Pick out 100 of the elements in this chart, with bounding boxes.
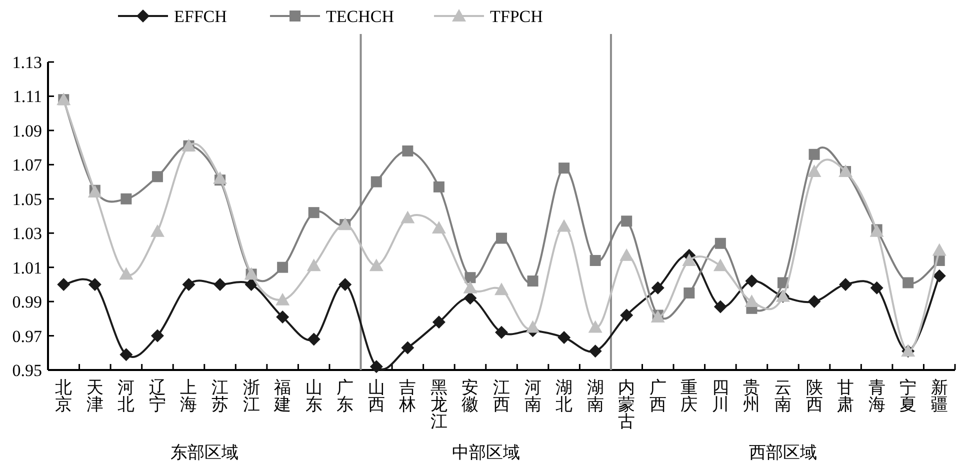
point <box>57 278 70 291</box>
x-tick-label: 甘肃 <box>837 378 854 414</box>
point <box>902 277 914 288</box>
x-tick-label: 宁夏 <box>900 378 917 414</box>
point <box>839 278 852 291</box>
point <box>932 243 946 256</box>
x-tick-label: 云南 <box>774 378 792 414</box>
x-tick-label: 山西 <box>368 378 385 414</box>
point <box>496 232 507 244</box>
point <box>684 288 695 298</box>
x-tick-label: 新疆 <box>930 378 948 414</box>
point <box>714 300 727 314</box>
point <box>682 253 696 266</box>
x-tick-label: 北京 <box>55 378 72 414</box>
point <box>150 224 164 237</box>
y-tick-label: 1.05 <box>12 190 42 209</box>
point <box>557 219 572 232</box>
point <box>277 262 288 273</box>
x-tick-label: 浙江 <box>242 378 260 414</box>
x-tick-label: 吉林 <box>398 378 416 414</box>
point <box>276 310 290 324</box>
point <box>558 330 571 344</box>
point <box>870 281 884 294</box>
point <box>244 278 258 291</box>
point <box>432 220 446 234</box>
x-tick-label: 江西 <box>493 378 510 414</box>
x-tick-label: 福建 <box>273 378 292 414</box>
point <box>402 145 414 156</box>
point <box>620 248 634 261</box>
point <box>150 329 164 342</box>
x-tick-label: 广西 <box>649 378 666 414</box>
x-tick-label: 安徽 <box>462 378 479 414</box>
x-tick-label: 黑龙江 <box>430 378 448 431</box>
point <box>464 272 476 284</box>
x-tick-label: 贵州 <box>743 378 760 414</box>
y-tick-label: 1.09 <box>12 121 42 140</box>
x-tick-label: 内蒙古 <box>618 378 636 431</box>
x-tick-label: 青海 <box>868 378 886 414</box>
text: 西部区域 <box>748 443 817 462</box>
point <box>463 280 478 294</box>
x-tick-label: 湖北 <box>556 378 573 414</box>
point <box>807 164 822 178</box>
point <box>526 320 540 333</box>
point <box>588 344 602 358</box>
point <box>744 294 759 308</box>
point <box>88 278 102 291</box>
x-tick-label: 天津 <box>86 378 104 414</box>
y-tick-label: 0.97 <box>12 326 42 346</box>
y-tick-label: 0.95 <box>12 361 42 380</box>
point <box>713 258 728 272</box>
x-tick-label: 河北 <box>118 378 135 414</box>
point <box>307 332 320 346</box>
text: 中部区域 <box>452 443 520 462</box>
point <box>276 292 290 306</box>
point <box>369 258 384 272</box>
x-tick-label: 四川 <box>712 378 729 414</box>
point <box>120 348 133 362</box>
point <box>433 181 444 192</box>
legend-label: TFPCH <box>490 7 543 26</box>
x-tick-label: 重庆 <box>680 378 698 414</box>
point <box>494 282 508 296</box>
point <box>213 171 228 184</box>
point <box>590 254 601 266</box>
point <box>464 292 477 305</box>
x-tick-label: 湖南 <box>586 378 604 414</box>
point <box>401 341 414 354</box>
point <box>808 295 821 308</box>
point <box>932 269 946 282</box>
point <box>119 267 134 280</box>
y-tick-label: 1.13 <box>12 53 42 72</box>
point <box>651 281 664 294</box>
point <box>370 360 383 374</box>
point <box>588 320 602 333</box>
x-tick-label: 辽宁 <box>148 378 166 414</box>
point <box>527 276 538 287</box>
point <box>370 176 382 188</box>
x-tick-label: 江苏 <box>212 378 229 414</box>
legend-label: TECHCH <box>326 7 394 26</box>
x-tick-label: 河南 <box>524 378 542 414</box>
point <box>306 258 321 272</box>
point <box>745 274 758 288</box>
point <box>714 238 726 249</box>
y-tick-label: 1.01 <box>12 258 42 278</box>
point <box>621 216 632 227</box>
x-tick-label: 上海 <box>180 378 198 414</box>
point <box>432 316 446 329</box>
point <box>120 193 132 204</box>
point <box>338 278 352 291</box>
point <box>308 207 320 218</box>
point <box>214 278 227 291</box>
legend-label: EFFCH <box>174 7 227 26</box>
x-tick-label: 陕西 <box>806 378 823 414</box>
x-tick-label: 山东 <box>305 378 322 414</box>
y-tick-label: 1.11 <box>12 87 42 106</box>
point <box>808 148 820 160</box>
point <box>182 278 196 291</box>
y-tick-label: 1.03 <box>12 224 42 244</box>
y-tick-label: 0.99 <box>12 292 42 312</box>
x-tick-label: 广东 <box>336 378 354 414</box>
point <box>495 326 508 339</box>
